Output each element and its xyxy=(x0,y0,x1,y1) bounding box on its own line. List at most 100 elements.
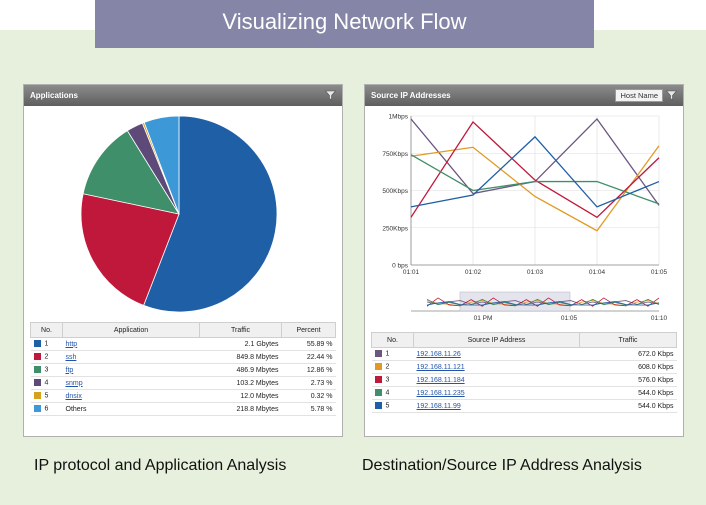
table-row: 4 snmp 103.2 Mbytes 2.73 % xyxy=(30,376,336,390)
ip-address-link[interactable]: 192.168.11.26 xyxy=(416,350,461,358)
application-name[interactable]: snmp xyxy=(65,379,83,387)
y-tick-label: 500Kbps xyxy=(382,188,408,195)
ip-address-cell[interactable]: 192.168.11.99 xyxy=(413,399,580,413)
row-number: 1 xyxy=(385,350,390,358)
application-name[interactable]: http xyxy=(65,340,78,348)
color-swatch xyxy=(33,405,41,413)
traffic-cell: 544.0 Kbps xyxy=(579,399,677,413)
row-number-cell: 3 xyxy=(371,373,414,387)
percent-cell: 2.73 % xyxy=(281,376,336,390)
row-number-cell: 3 xyxy=(30,363,63,377)
source-ip-panel: Source IP Addresses Host Name 1Mbps 750Kb… xyxy=(364,84,684,437)
col-application: Application xyxy=(62,322,200,338)
application-cell[interactable]: ftp xyxy=(62,363,200,377)
host-name-button[interactable]: Host Name xyxy=(615,89,663,102)
application-name[interactable]: ssh xyxy=(65,353,77,361)
traffic-cell: 672.0 Kbps xyxy=(579,347,677,361)
series-line-3 xyxy=(410,120,660,219)
application-name[interactable]: ftp xyxy=(65,366,74,374)
row-number-cell: 1 xyxy=(371,347,414,361)
application-cell[interactable]: snmp xyxy=(62,376,200,390)
banner-title: Visualizing Network Flow xyxy=(95,0,594,48)
row-number: 4 xyxy=(385,389,390,397)
application-name[interactable]: dnsix xyxy=(65,392,82,400)
row-number-cell: 4 xyxy=(30,376,63,390)
row-number-cell: 5 xyxy=(30,389,63,403)
traffic-cell: 218.8 Mbytes xyxy=(199,402,282,416)
percent-cell: 5.78 % xyxy=(281,402,336,416)
table-row: 2 ssh 849.8 Mbytes 22.44 % xyxy=(30,350,336,364)
overview-tick-label: 01:10 xyxy=(651,315,668,322)
row-number: 5 xyxy=(385,402,390,410)
y-tick-label: 750Kbps xyxy=(382,151,408,158)
x-tick-label: 01:04 xyxy=(589,269,606,276)
pie-slice-ssh[interactable] xyxy=(80,193,180,306)
application-name: Others xyxy=(65,405,87,413)
row-number-cell: 1 xyxy=(30,337,63,351)
row-number-cell: 2 xyxy=(371,360,414,374)
row-number: 5 xyxy=(44,392,49,400)
percent-cell: 0.32 % xyxy=(281,389,336,403)
y-tick-label: 0 bps xyxy=(392,263,409,270)
color-swatch xyxy=(374,376,382,384)
row-number: 2 xyxy=(44,353,49,361)
table-row: 3 192.168.11.184 576.0 Kbps xyxy=(371,373,677,387)
row-number: 1 xyxy=(44,340,49,348)
application-cell[interactable]: http xyxy=(62,337,200,351)
series-line-2 xyxy=(410,145,660,232)
traffic-cell: 849.8 Mbytes xyxy=(199,350,282,364)
row-number-cell: 6 xyxy=(30,402,63,416)
percent-cell: 12.86 % xyxy=(281,363,336,377)
col-traffic: Traffic xyxy=(199,322,282,338)
row-number: 2 xyxy=(385,363,390,371)
table-row: 2 192.168.11.121 608.0 Kbps xyxy=(371,360,677,374)
percent-cell: 55.89 % xyxy=(281,337,336,351)
application-pie-chart xyxy=(80,115,278,313)
ip-address-cell[interactable]: 192.168.11.121 xyxy=(413,360,580,374)
ip-address-link[interactable]: 192.168.11.235 xyxy=(416,389,465,397)
y-tick-label: 1Mbps xyxy=(388,114,408,121)
col-traffic: Traffic xyxy=(579,332,677,348)
ip-address-cell[interactable]: 192.168.11.235 xyxy=(413,386,580,400)
ip-address-link[interactable]: 192.168.11.99 xyxy=(416,402,461,410)
color-swatch xyxy=(33,392,41,400)
overview-tick-label: 01:05 xyxy=(561,315,578,322)
color-swatch xyxy=(374,350,382,358)
filter-icon[interactable] xyxy=(666,90,677,101)
row-number: 4 xyxy=(44,379,49,387)
pie-slice-http[interactable] xyxy=(143,115,278,313)
ip-address-link[interactable]: 192.168.11.184 xyxy=(416,376,465,384)
color-swatch xyxy=(33,353,41,361)
table-row: 6 Others 218.8 Mbytes 5.78 % xyxy=(30,402,336,416)
table-row: 3 ftp 486.9 Mbytes 12.86 % xyxy=(30,363,336,377)
application-cell[interactable]: ssh xyxy=(62,350,200,364)
source-ip-table: No. Source IP Address Traffic 1 192.168.1… xyxy=(371,332,677,413)
row-number: 3 xyxy=(44,366,49,374)
col-percent: Percent xyxy=(281,322,336,338)
ip-address-cell[interactable]: 192.168.11.26 xyxy=(413,347,580,361)
color-swatch xyxy=(33,366,41,374)
table-row: 4 192.168.11.235 544.0 Kbps xyxy=(371,386,677,400)
row-number: 3 xyxy=(385,376,390,384)
table-row: 5 192.168.11.99 544.0 Kbps xyxy=(371,399,677,413)
series-line-4 xyxy=(410,154,660,205)
pie-slice-ftp[interactable] xyxy=(82,130,180,215)
filter-icon[interactable] xyxy=(325,90,336,101)
overview-selection[interactable] xyxy=(459,291,571,312)
ip-address-link[interactable]: 192.168.11.121 xyxy=(416,363,465,371)
applications-panel: Applications No. Application Traffic Per… xyxy=(23,84,343,437)
applications-panel-header: Applications xyxy=(24,85,342,106)
x-tick-label: 01:05 xyxy=(651,269,668,276)
application-cell[interactable]: dnsix xyxy=(62,389,200,403)
col-no: No. xyxy=(30,322,63,338)
row-number-cell: 4 xyxy=(371,386,414,400)
col-no: No. xyxy=(371,332,414,348)
row-number-cell: 2 xyxy=(30,350,63,364)
ip-address-cell[interactable]: 192.168.11.184 xyxy=(413,373,580,387)
source-ip-panel-title: Source IP Addresses xyxy=(371,91,451,100)
color-swatch xyxy=(33,379,41,387)
pie-slice-others[interactable] xyxy=(143,115,180,215)
color-swatch xyxy=(374,389,382,397)
overview-series-5 xyxy=(426,301,660,306)
